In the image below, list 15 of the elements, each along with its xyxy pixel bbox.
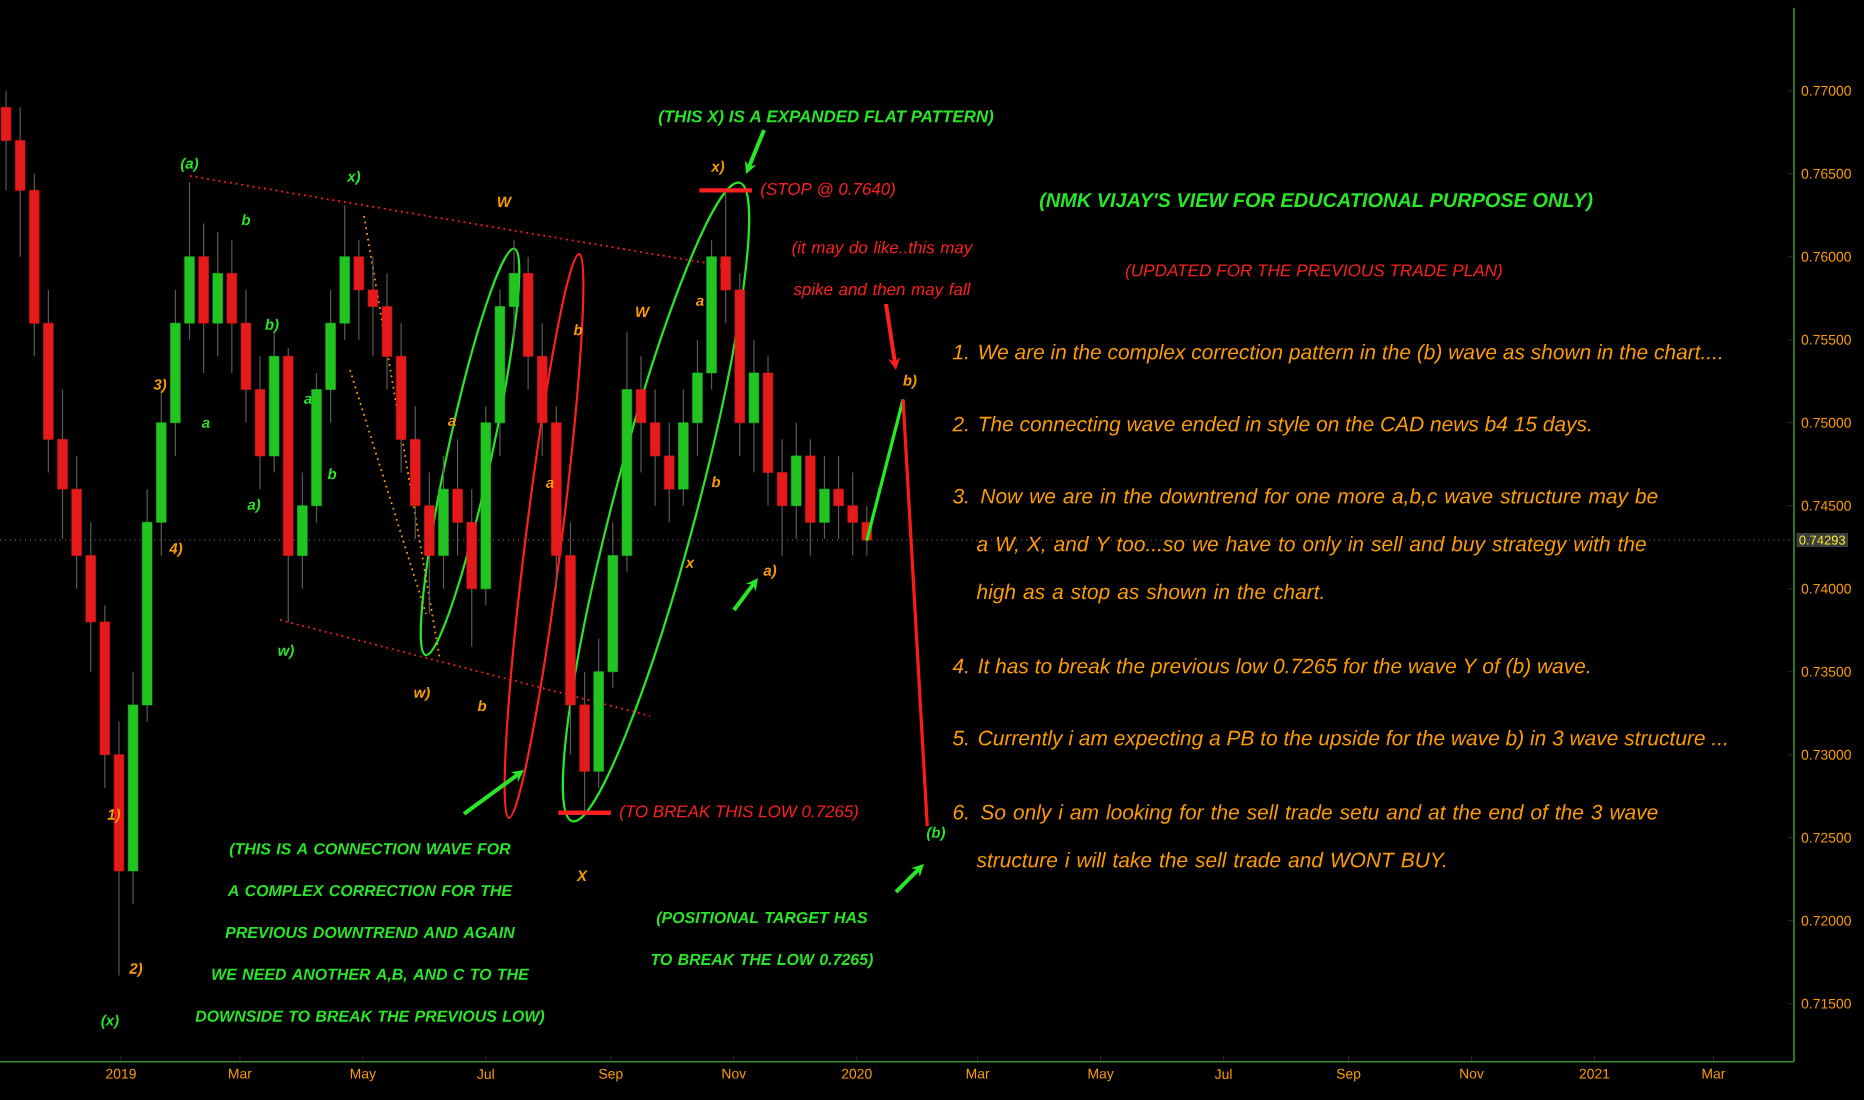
candlestick [819,455,830,540]
text: (NMK VIJAY'S VIEW FOR EDUCATIONAL PURPOSE ONLY) [1039,192,1593,212]
annotation: 4. It has to break the previous low 0.7265 for the wave Y of (b) wave. [952,658,1590,678]
text: (it may do like..this may spike and then may fall [792,240,974,299]
text: 3. Now we are in the downtrend for one more a,b,c wave structure may be a W, X, and Y too...so we have to only in sell and buy strategy with the high as a stop as shown in the chart. [952,488,1658,604]
text: 6. So only i am looking for the sell trade setu and at the end of the 3 wave structure i will take the sell trade and WONT BUY. [953,804,1658,868]
annotation: (THIS X) IS A EXPANDED FLAT PATTERN) [658,109,994,126]
annotation: 2. The connecting wave ended in style on the CAD news b4 15 days. [952,416,1591,436]
candlestick [776,438,788,557]
annotation: 1. We are in the complex correction pattern in the (b) wave as shown in the chart.... [953,344,1722,364]
text: (UPDATED FOR THE PREVIOUS TRADE PLAN) [1125,263,1502,280]
annotation: (TO BREAK THIS LOW 0.7265) [620,804,858,821]
annotation: 5. Currently i am expecting a PB to the upside for the wave b) in 3 wave structure ... [952,730,1727,750]
candlestick [508,239,520,341]
annotation: (STOP @ 0.7640) [761,182,895,199]
